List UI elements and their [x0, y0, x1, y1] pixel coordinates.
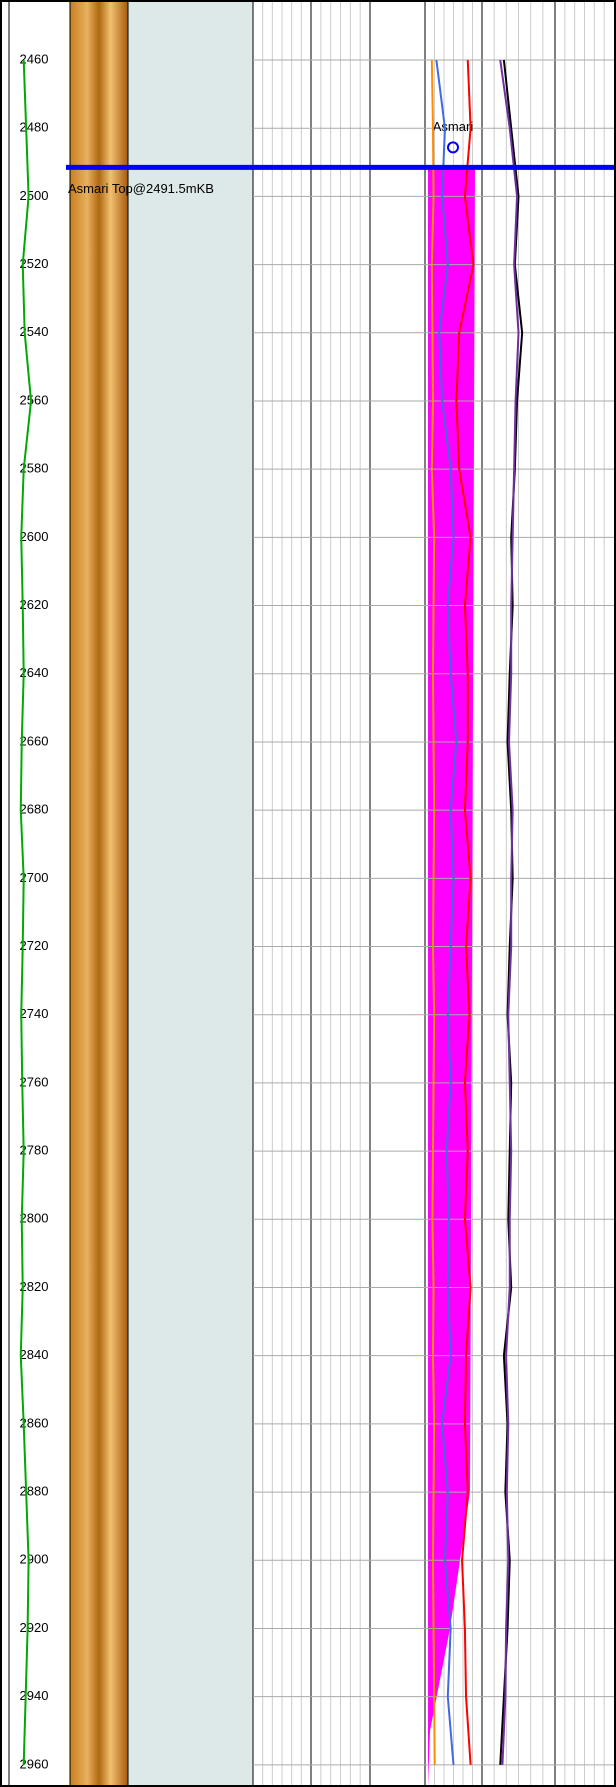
tracks: [70, 0, 253, 1787]
depth-label: 2500: [20, 188, 49, 203]
depth-label: 2760: [20, 1074, 49, 1089]
depth-label: 2480: [20, 120, 49, 135]
depth-label: 2660: [20, 733, 49, 748]
depth-label: 2740: [20, 1006, 49, 1021]
well-log: Asmari2460248025002520254025602580260026…: [0, 0, 616, 1787]
depth-label: 2920: [20, 1620, 49, 1635]
depth-label: 2880: [20, 1484, 49, 1499]
formation-top-label: Asmari Top@2491.5mKB: [68, 181, 214, 196]
depth-label: 2560: [20, 392, 49, 407]
depth-label: 2900: [20, 1552, 49, 1567]
depth-label: 2840: [20, 1347, 49, 1362]
depth-label: 2600: [20, 529, 49, 544]
depth-label: 2680: [20, 802, 49, 817]
dip-track: [128, 0, 253, 1787]
image-track: [70, 0, 128, 1787]
depth-label: 2720: [20, 938, 49, 953]
depth-label: 2620: [20, 597, 49, 612]
depth-label: 2820: [20, 1279, 49, 1294]
formation-label: Asmari: [433, 119, 474, 134]
depth-label: 2940: [20, 1688, 49, 1703]
depth-label: 2800: [20, 1211, 49, 1226]
